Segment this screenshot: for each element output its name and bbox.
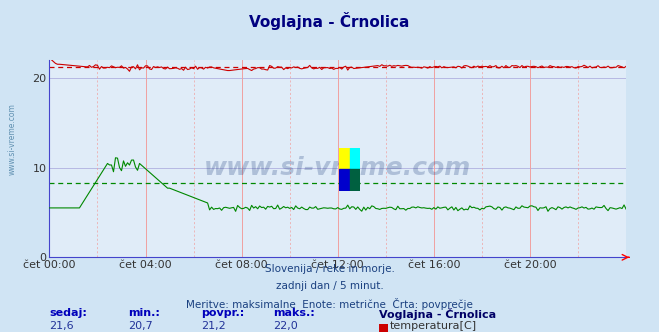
- Text: www.si-vreme.com: www.si-vreme.com: [204, 156, 471, 180]
- Text: 21,6: 21,6: [49, 321, 74, 331]
- Text: 21,2: 21,2: [201, 321, 226, 331]
- Bar: [339, 169, 350, 191]
- Bar: [350, 169, 360, 191]
- Text: Voglajna - Črnolica: Voglajna - Črnolica: [379, 308, 496, 320]
- Text: min.:: min.:: [129, 308, 160, 318]
- Bar: [350, 148, 360, 169]
- Text: Slovenija / reke in morje.: Slovenija / reke in morje.: [264, 264, 395, 274]
- Text: www.si-vreme.com: www.si-vreme.com: [8, 104, 17, 175]
- Text: zadnji dan / 5 minut.: zadnji dan / 5 minut.: [275, 281, 384, 291]
- Text: povpr.:: povpr.:: [201, 308, 244, 318]
- Text: 20,7: 20,7: [129, 321, 154, 331]
- Bar: [339, 148, 350, 169]
- Text: Meritve: maksimalne  Enote: metrične  Črta: povprečje: Meritve: maksimalne Enote: metrične Črta…: [186, 298, 473, 310]
- Text: Voglajna - Črnolica: Voglajna - Črnolica: [249, 12, 410, 30]
- Text: ■: ■: [378, 321, 389, 332]
- Text: maks.:: maks.:: [273, 308, 315, 318]
- Text: 22,0: 22,0: [273, 321, 299, 331]
- Text: sedaj:: sedaj:: [49, 308, 87, 318]
- Text: temperatura[C]: temperatura[C]: [390, 321, 477, 331]
